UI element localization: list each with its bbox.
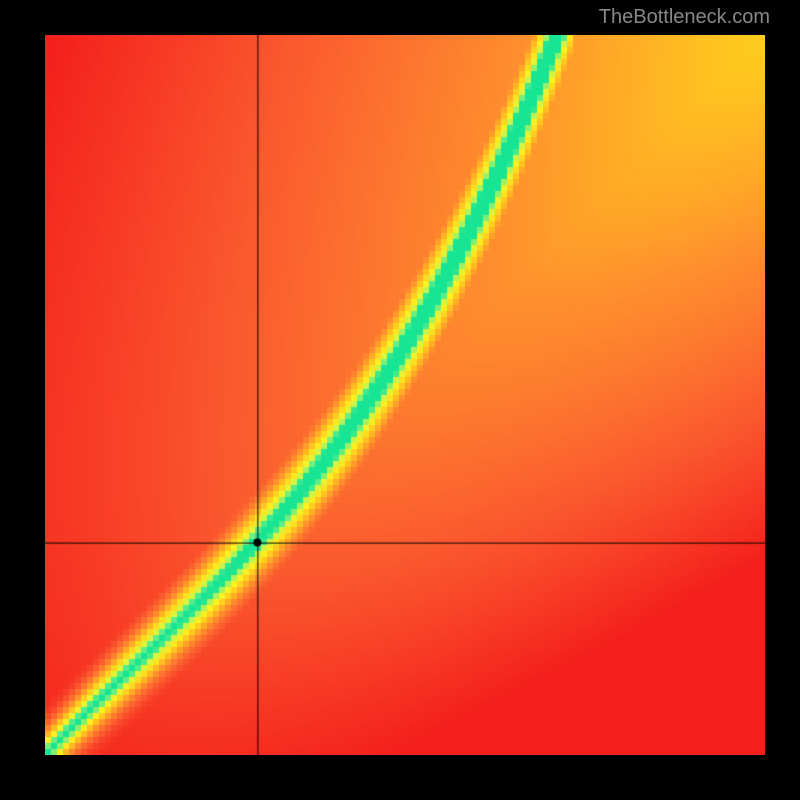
watermark-text: TheBottleneck.com	[599, 6, 770, 29]
bottleneck-heatmap	[45, 35, 765, 755]
